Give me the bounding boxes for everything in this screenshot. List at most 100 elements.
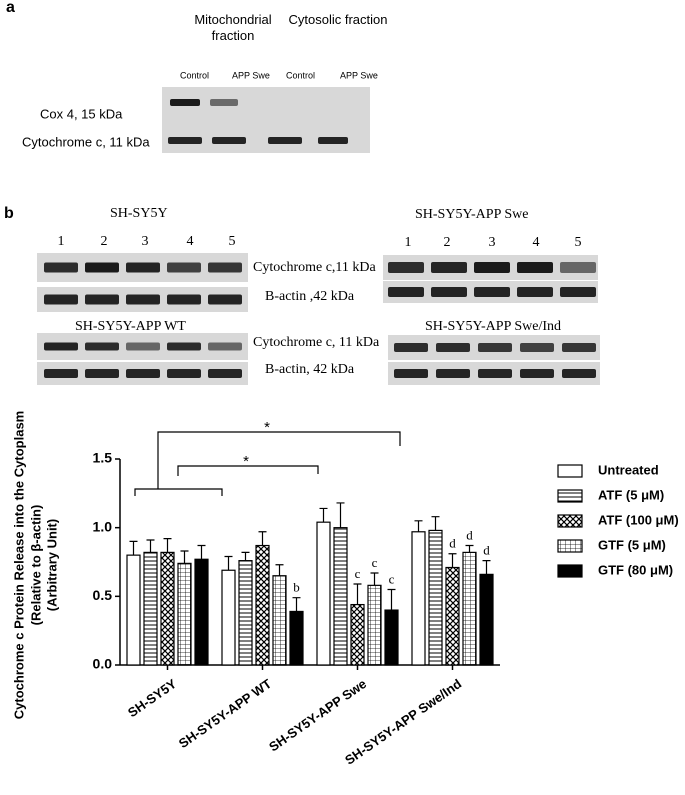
band (126, 262, 160, 273)
legend-swatch (557, 489, 583, 503)
bar (289, 610, 304, 666)
band (126, 294, 160, 305)
error-bar (241, 551, 250, 561)
error-bar (146, 539, 155, 553)
band (562, 343, 596, 352)
blot-title: SH-SY5Y-APP Swe (415, 207, 528, 222)
blot-title: SH-SY5Y-APP WT (75, 319, 186, 334)
band (517, 287, 553, 297)
band (44, 262, 78, 273)
band (85, 369, 119, 378)
error-bar (275, 564, 284, 576)
error-bar (482, 560, 491, 575)
error-bar (319, 507, 328, 523)
error-bar (370, 572, 379, 586)
band (44, 369, 78, 378)
band (436, 343, 470, 352)
band (210, 99, 238, 106)
band (474, 287, 510, 297)
y-tick-label: 0.0 (93, 656, 113, 672)
significance-letter: c (355, 566, 361, 581)
error-bar (129, 540, 138, 556)
significance-letter: c (372, 555, 378, 570)
band (318, 137, 348, 144)
band (170, 99, 200, 106)
bar (272, 575, 287, 666)
lane-number: 4 (533, 235, 540, 250)
band (520, 369, 554, 378)
band (85, 294, 119, 305)
error-bar (292, 597, 301, 612)
band (126, 342, 160, 351)
lane-number: 4 (187, 234, 194, 249)
error-bar (180, 550, 189, 564)
blots (37, 87, 600, 385)
lane-number: 2 (101, 234, 108, 249)
band (44, 294, 78, 305)
band-label: B-actin ,42 kDa (265, 289, 355, 304)
error-bar (414, 520, 423, 532)
lane-label: Control (180, 70, 209, 80)
significance-letter: d (483, 543, 490, 558)
band (44, 342, 78, 351)
band (208, 294, 242, 305)
band (474, 262, 510, 273)
error-bar (465, 544, 474, 553)
legend-swatch (557, 514, 583, 528)
bar (255, 544, 270, 666)
error-bar (163, 538, 172, 553)
legend-swatch (557, 539, 583, 553)
y-axis-label: Cytochrome c Protein Release into the Cy… (11, 411, 26, 719)
legend-swatch (557, 464, 583, 478)
band (394, 343, 428, 352)
band (517, 262, 553, 273)
legend-label: GTF (5 μM) (598, 537, 666, 552)
lane-number: 5 (575, 235, 582, 250)
band (478, 343, 512, 352)
bracket (134, 488, 223, 496)
error-bar (258, 531, 267, 546)
bar (194, 558, 209, 666)
band (560, 262, 596, 273)
error-bar (431, 516, 440, 531)
bracket (177, 465, 319, 476)
lane-label: APP Swe (340, 70, 378, 80)
band (167, 294, 201, 305)
blot-title: SH-SY5Y-APP Swe/Ind (425, 319, 561, 334)
y-axis-label: (Relative to β-actin) (28, 505, 43, 626)
bar (367, 584, 382, 666)
bar (177, 562, 192, 666)
band (208, 342, 242, 351)
x-tick-label: SH-SY5Y-APP Swe (266, 676, 369, 754)
band (85, 262, 119, 273)
legend-swatch (557, 564, 583, 578)
x-tick-label: SH-SY5Y (125, 676, 179, 720)
band (431, 262, 467, 273)
error-bar (197, 544, 206, 560)
lane-number: 1 (58, 234, 65, 249)
lane-number: 1 (405, 235, 412, 250)
bar (462, 551, 477, 666)
band (212, 137, 246, 144)
significance-letter: c (389, 571, 395, 586)
panel-label: b (4, 205, 14, 222)
bar (160, 551, 175, 666)
band-label: Cytochrome c, 11 kDa (253, 335, 380, 350)
legend-label: Untreated (598, 462, 659, 477)
significance-letter: d (466, 528, 473, 543)
x-tick-label: SH-SY5Y-APP WT (176, 676, 274, 751)
band-label: Cytochrome c, 11 kDa (22, 134, 150, 149)
band (436, 369, 470, 378)
band (431, 287, 467, 297)
fraction-label: Cytosolic fraction (288, 12, 388, 27)
y-tick-label: 1.5 (93, 450, 113, 466)
lane-number: 5 (229, 234, 236, 249)
bar (126, 554, 141, 666)
bar (238, 560, 253, 666)
bar (428, 529, 443, 666)
band (168, 137, 202, 144)
band (208, 369, 242, 378)
bracket-label: * (243, 453, 249, 470)
